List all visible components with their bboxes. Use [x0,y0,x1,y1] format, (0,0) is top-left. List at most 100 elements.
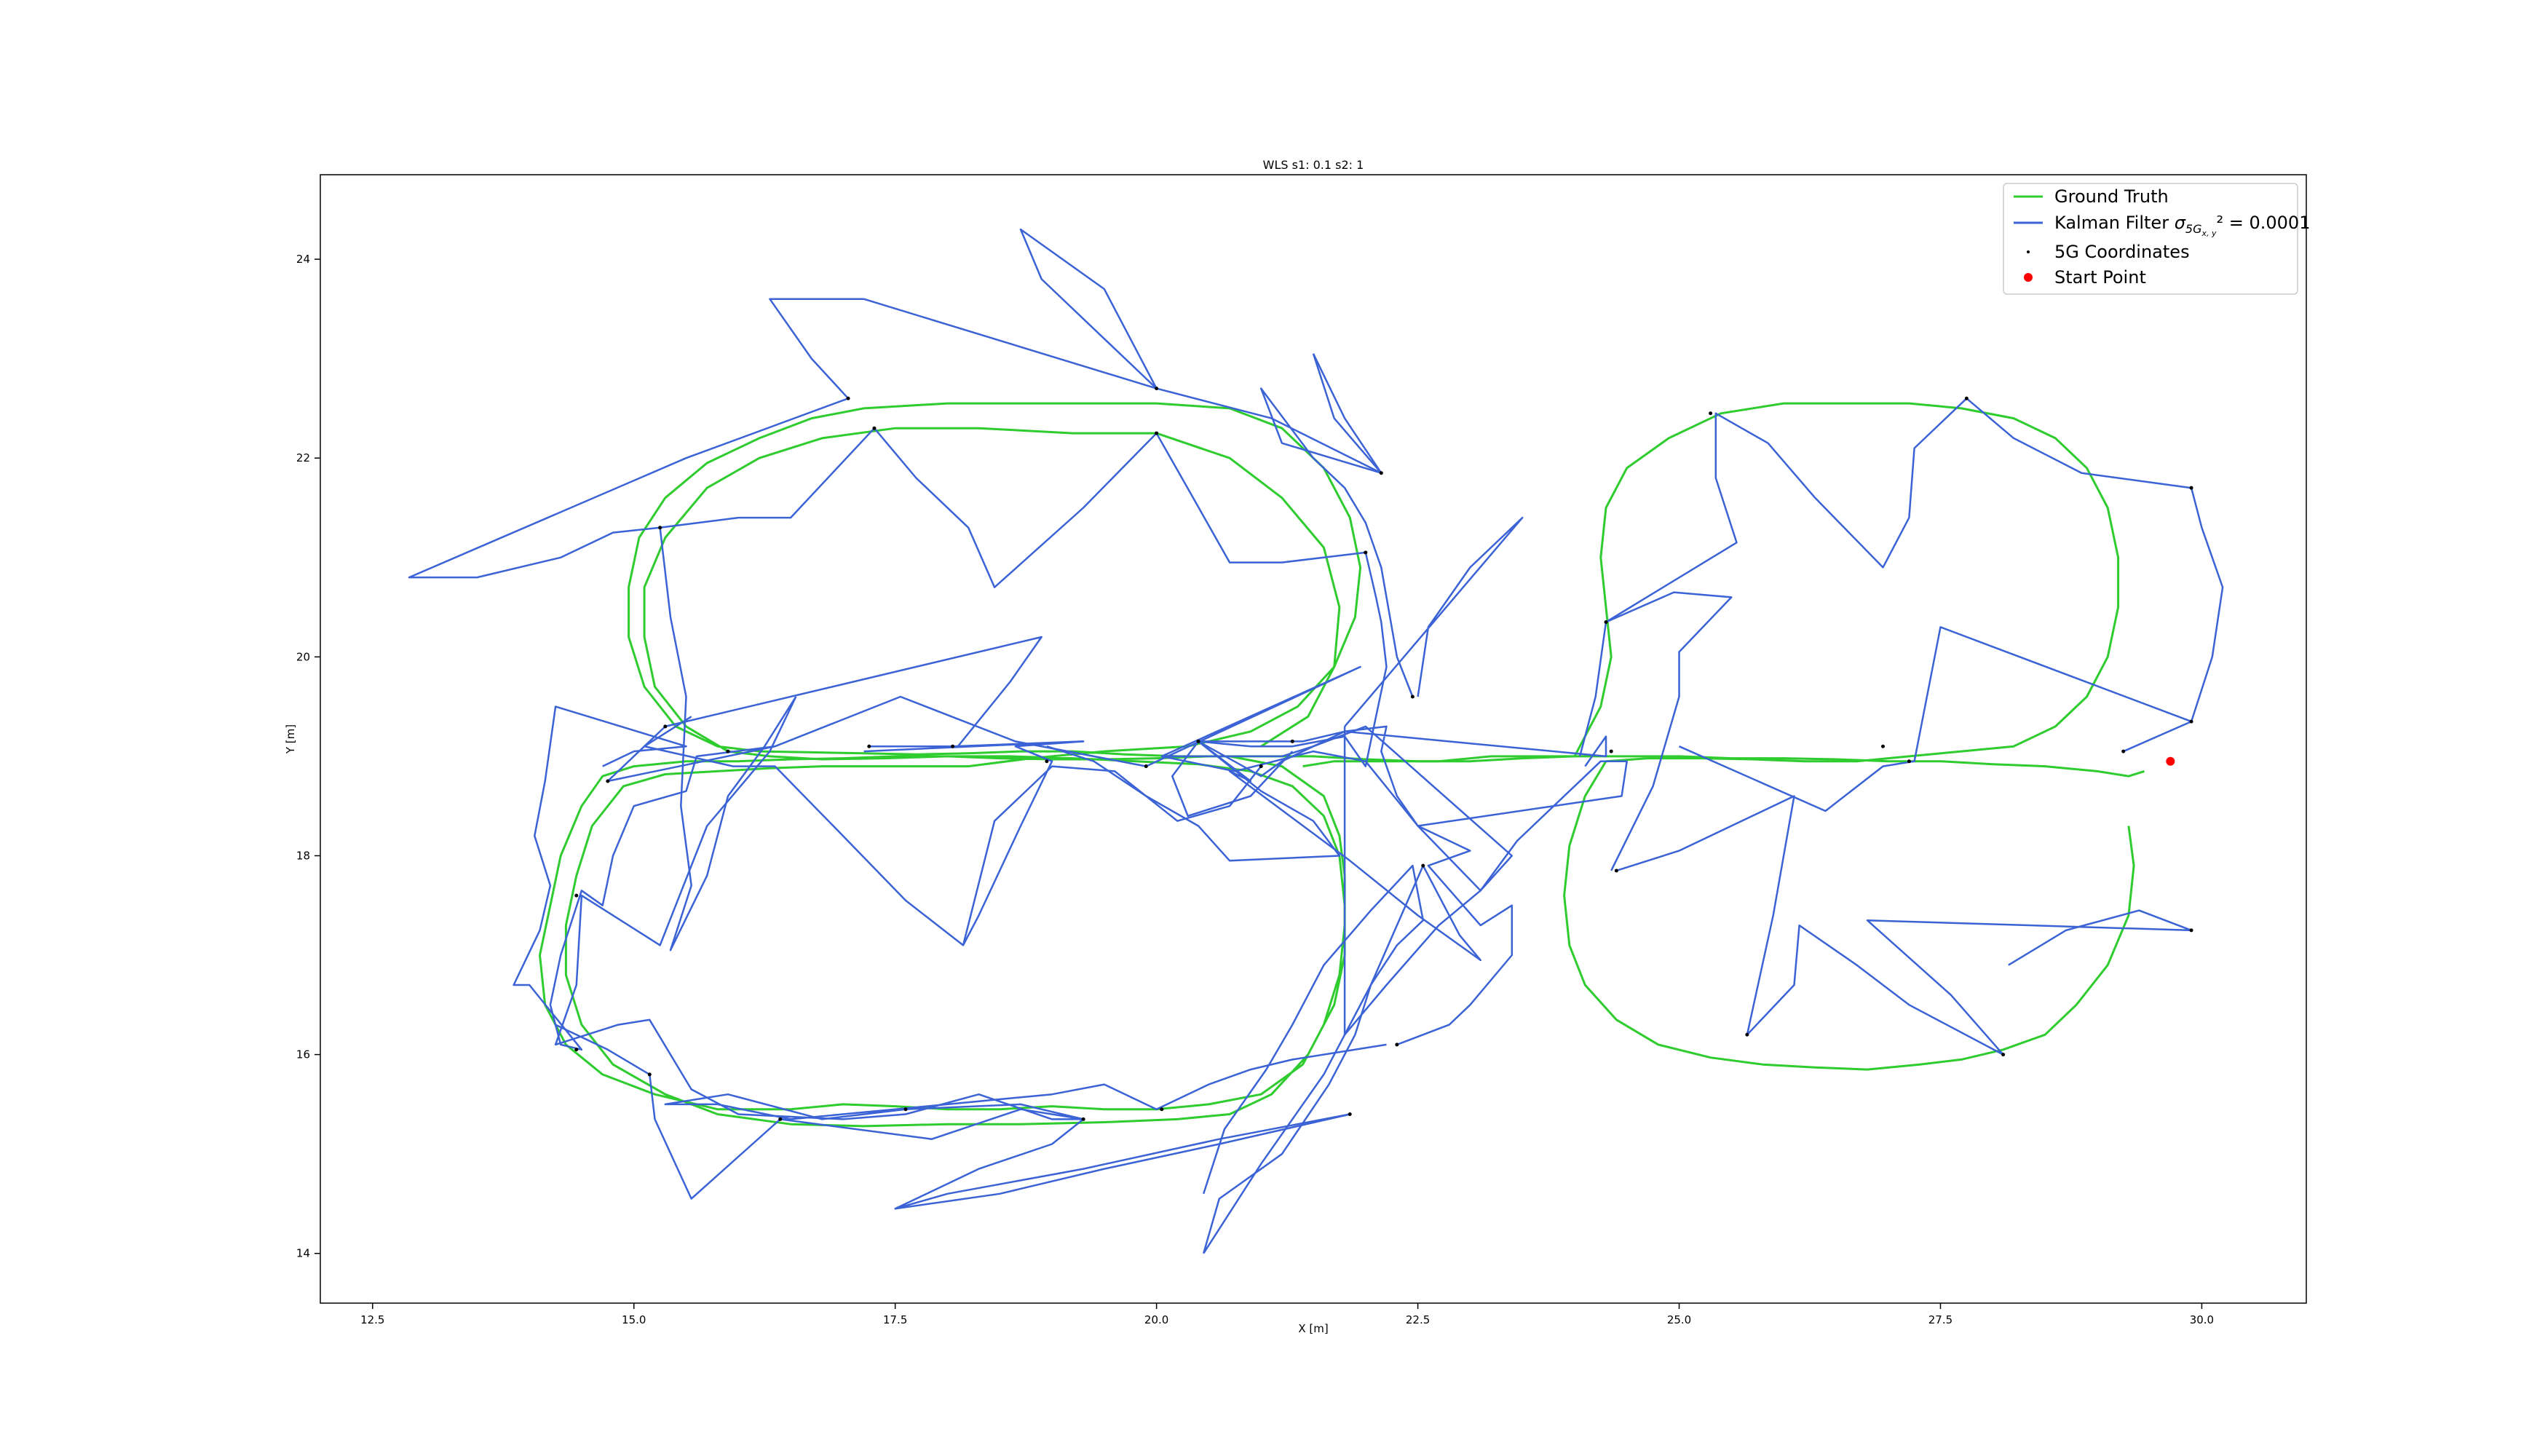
x-tick-label: 27.5 [1928,1313,1952,1326]
y-tick-label: 18 [296,849,310,862]
ground-truth-layer [539,402,2145,1128]
x-tick-label: 17.5 [883,1313,907,1326]
chart-title: WLS s1: 0.1 s2: 1 [1263,158,1364,172]
coordinate-point-24 [663,724,668,729]
ground-truth-path-2 [1563,402,2135,1071]
legend-start-marker [2024,273,2033,282]
y-tick-label: 16 [296,1048,310,1061]
coordinate-point-32 [1348,1112,1352,1117]
x-tick-label: 30.0 [2190,1313,2214,1326]
coordinate-point-36 [778,1117,783,1121]
coordinate-point-34 [1081,1117,1085,1121]
coordinate-point-23 [658,526,662,530]
legend: Ground Truth Kalman Filter σ5Gx, y² = 0.… [2003,183,2310,295]
legend-start-label: Start Point [2054,267,2146,288]
kalman-filter-path-19 [1344,516,1524,727]
y-tick-label: 24 [296,253,310,266]
coordinate-point-4 [1709,411,1713,416]
kalman-filter-path-12 [554,696,1085,1200]
coordinate-point-28 [1045,759,1049,764]
ground-truth-path-0 [539,402,2145,1128]
plot-area [408,228,2224,1254]
coordinate-point-38 [574,1048,579,1052]
coordinate-point-6 [1881,744,1886,748]
coordinate-point-12 [2189,928,2193,933]
coordinate-point-22 [846,396,850,400]
kalman-filter-path-17 [1198,740,1481,1254]
coordinate-point-37 [647,1072,652,1077]
x-tick-label: 22.5 [1406,1313,1430,1326]
x-tick-label: 20.0 [1144,1313,1168,1326]
y-tick-label: 22 [296,451,310,464]
coordinate-point-18 [1144,764,1148,769]
start-point [2166,756,2175,766]
coordinate-point-0 [2121,749,2126,753]
x-tick-label: 15.0 [622,1313,646,1326]
kalman-filter-path-3 [1605,591,1733,871]
y-axis-ticks: 14 16 18 20 22 24 [296,253,320,1260]
x-axis-ticks: 12.5 15.0 17.5 20.0 22.5 25.0 27.5 30.0 [360,1303,2214,1326]
kalman-filter-path-7 [408,228,1382,588]
legend-kalman-label: Kalman Filter σ5Gx, y² = 0.0001 [2054,213,2310,238]
y-axis-label: Y [m] [284,724,297,754]
coordinate-point-26 [867,744,871,748]
legend-kalman-sub: 5G [2185,222,2202,236]
kalman-filter-path-15 [895,1113,1350,1210]
legend-kalman-suffix: ² = 0.0001 [2217,213,2311,233]
kalman-filter-layer [408,228,2224,1254]
legend-ground-truth-label: Ground Truth [2054,186,2169,207]
coordinate-point-35 [903,1107,908,1112]
kalman-filter-path-16 [1202,864,1425,1254]
coordinate-point-8 [1609,749,1613,753]
coordinate-point-1 [2189,719,2193,724]
legend-box [2003,183,2298,295]
coordinate-point-15 [1410,695,1415,699]
coordinate-point-19 [1155,431,1159,435]
coordinate-point-11 [2001,1053,2006,1057]
coordinate-point-17 [1196,739,1200,743]
coordinate-point-27 [951,744,955,748]
coordinate-point-3 [1964,396,1969,400]
coordinate-point-16 [1290,739,1294,743]
kalman-filter-path-0 [1197,725,1607,1046]
coordinates-layer [574,387,2193,1121]
x-axis-label: X [m] [1298,1322,1328,1335]
coordinate-point-29 [1259,764,1263,769]
coordinate-point-25 [726,749,730,753]
kalman-filter-path-14 [894,1113,1350,1210]
coordinate-point-31 [1395,1042,1399,1047]
coordinate-point-39 [574,893,579,898]
kalman-filter-path-10 [513,705,775,1051]
coordinate-point-33 [1160,1107,1164,1112]
kalman-filter-path-21 [863,740,1085,946]
y-tick-label: 14 [296,1247,310,1260]
kalman-filter-path-5 [1259,353,1414,697]
coordinate-point-2 [2189,486,2193,490]
kalman-filter-path-4 [1678,626,2192,812]
legend-coords-marker [2027,250,2030,253]
start-point-layer [2166,756,2175,766]
coordinate-point-9 [1614,869,1618,873]
legend-kalman-subsub: x, y [2201,229,2217,238]
coordinate-point-14 [1364,550,1368,555]
legend-coords-label: 5G Coordinates [2054,242,2190,262]
kalman-filter-path-22 [1046,740,1341,862]
y-tick-label: 20 [296,650,310,663]
legend-kalman-sigma: σ [2175,213,2186,233]
legend-kalman-prefix: Kalman Filter [2054,213,2175,233]
kalman-filter-path-11 [659,527,797,951]
coordinate-point-7 [1907,759,1911,764]
coordinate-point-5 [1604,620,1608,625]
coordinate-point-40 [606,779,610,783]
kalman-filter-path-18 [1161,725,1514,1036]
kalman-filter-path-13 [664,1043,1387,1120]
kalman-filter-path-9 [606,636,1628,892]
x-tick-label: 12.5 [360,1313,384,1326]
kalman-filter-path-6 [1312,353,1382,474]
kalman-filter-path-8 [1171,552,1388,818]
kalman-filter-path-2 [1616,795,2193,1056]
coordinate-point-30 [1421,863,1425,868]
coordinate-point-10 [1745,1032,1749,1037]
coordinate-point-21 [872,426,877,430]
